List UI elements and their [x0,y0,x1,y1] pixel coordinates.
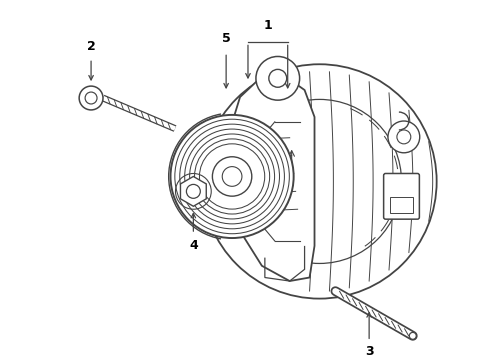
Text: 4: 4 [189,239,198,252]
Text: 3: 3 [365,345,373,358]
Circle shape [79,86,103,110]
Text: 1: 1 [264,19,272,32]
Circle shape [388,121,420,153]
Text: 5: 5 [222,32,230,45]
Bar [390,197,414,213]
Text: 2: 2 [87,40,96,53]
Circle shape [186,184,200,198]
Circle shape [212,157,252,196]
Circle shape [256,57,299,100]
Circle shape [85,92,97,104]
Ellipse shape [255,141,275,172]
Circle shape [202,64,437,298]
Polygon shape [230,76,315,281]
Circle shape [222,167,242,186]
Circle shape [397,130,411,144]
Circle shape [171,115,294,238]
Ellipse shape [253,195,271,223]
Circle shape [409,332,416,339]
FancyBboxPatch shape [384,174,419,219]
Circle shape [269,69,287,87]
